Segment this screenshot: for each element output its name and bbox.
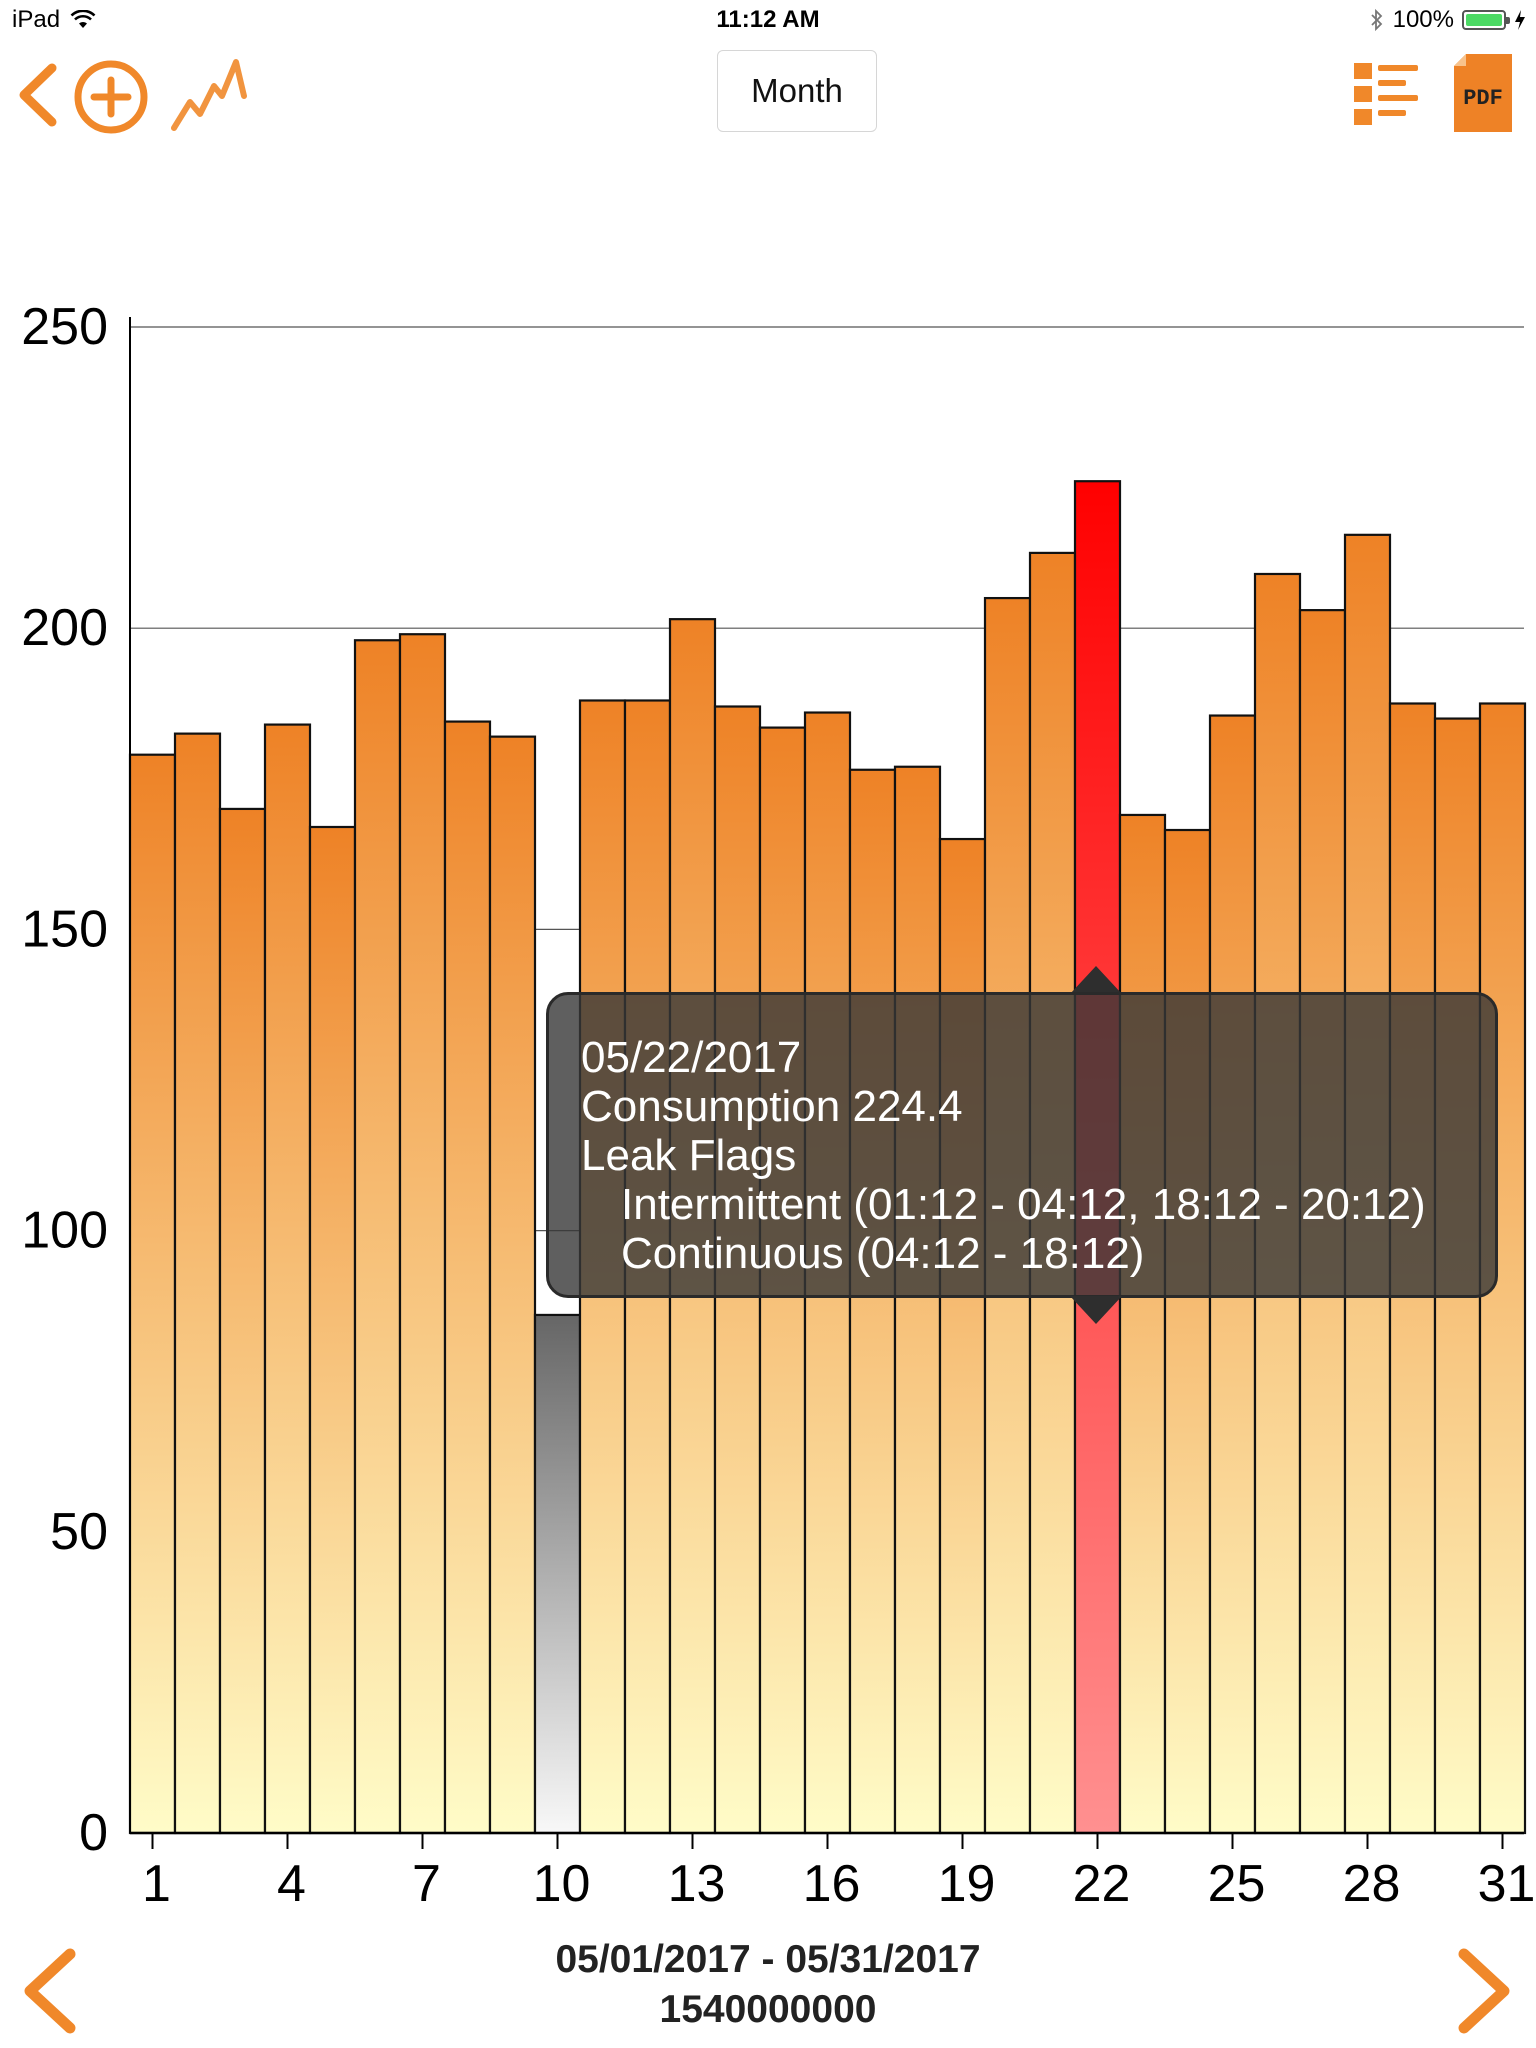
device-name: iPad <box>12 6 61 33</box>
tooltip-consumption: Consumption 224.4 <box>581 1082 963 1131</box>
bar-day-24[interactable] <box>1163 828 1212 1835</box>
list-button[interactable] <box>1350 58 1422 133</box>
bar-day-7[interactable] <box>398 633 447 1835</box>
bar-day-6[interactable] <box>353 639 402 1835</box>
y-tick-label: 50 <box>50 1503 108 1561</box>
list-icon <box>1354 63 1418 125</box>
x-tick-label: 4 <box>277 1855 306 1913</box>
previous-period-button[interactable] <box>20 1946 80 2039</box>
bar-day-2[interactable] <box>173 732 222 1835</box>
chevron-left-icon <box>24 1948 76 2034</box>
toolbar: Month PDF <box>0 40 1536 150</box>
bar-day-18[interactable] <box>893 765 942 1835</box>
x-tick-label: 19 <box>938 1855 996 1913</box>
pdf-icon: PDF <box>1454 54 1512 132</box>
add-button[interactable] <box>72 58 150 139</box>
back-button[interactable] <box>14 60 60 133</box>
bar-day-19[interactable] <box>938 837 987 1835</box>
y-tick-label: 150 <box>21 900 108 958</box>
battery-level <box>1466 14 1502 26</box>
next-period-button[interactable] <box>1454 1946 1514 2039</box>
x-tick-label: 16 <box>803 1855 861 1913</box>
status-right: 100% <box>1369 6 1526 34</box>
y-tick-label: 200 <box>21 599 108 657</box>
tooltip-date: 05/22/2017 <box>581 1033 802 1082</box>
bar-day-9[interactable] <box>488 735 537 1835</box>
tooltip-arrow-up <box>1070 966 1122 994</box>
status-time: 11:12 AM <box>716 6 820 33</box>
chevron-right-icon <box>1458 1948 1510 2034</box>
status-bar: iPad 11:12 AM 100% <box>0 0 1536 40</box>
bluetooth-icon <box>1370 8 1382 32</box>
bar-day-17[interactable] <box>848 768 897 1835</box>
period-selector[interactable]: Month <box>717 50 877 132</box>
charging-icon <box>1515 10 1525 30</box>
bar-day-4[interactable] <box>263 723 312 1835</box>
tooltip-leak-title: Leak Flags <box>581 1131 797 1180</box>
date-range: 05/01/2017 - 05/31/2017 <box>555 1938 981 1981</box>
y-tick-label: 250 <box>21 298 108 356</box>
account-number: 1540000000 <box>659 1988 877 2031</box>
bar-day-23[interactable] <box>1118 813 1167 1835</box>
bar-day-3[interactable] <box>218 807 267 1835</box>
x-tick-label: 25 <box>1208 1855 1266 1913</box>
tooltip-intermittent: Intermittent (01:12 - 04:12, 18:12 - 20:… <box>621 1180 1426 1229</box>
x-tick-label: 28 <box>1343 1855 1401 1913</box>
x-tick-label: 7 <box>412 1855 441 1913</box>
bar-tooltip: 05/22/2017 Consumption 224.4 Leak Flags … <box>546 992 1498 1298</box>
x-tick-label: 31 <box>1478 1855 1536 1913</box>
battery-icon <box>1462 10 1510 30</box>
bar-day-5[interactable] <box>308 825 357 1835</box>
pdf-button[interactable]: PDF <box>1452 52 1514 137</box>
tooltip-arrow-down <box>1070 1296 1122 1324</box>
status-left: iPad <box>12 6 96 34</box>
y-tick-label: 0 <box>79 1804 108 1862</box>
tooltip-continuous: Continuous (04:12 - 18:12) <box>621 1229 1145 1278</box>
x-tick-label: 13 <box>668 1855 726 1913</box>
x-tick-label: 22 <box>1073 1855 1131 1913</box>
x-tick-label: 1 <box>142 1855 171 1913</box>
graph-button[interactable] <box>170 56 248 139</box>
plus-circle-icon <box>74 60 148 134</box>
footer: 05/01/2017 - 05/31/2017 1540000000 <box>0 1936 1536 2048</box>
x-tick-label: 10 <box>533 1855 591 1913</box>
bar-day-8[interactable] <box>443 720 492 1835</box>
bar-day-1[interactable] <box>128 753 177 1835</box>
wifi-icon <box>70 10 96 28</box>
line-graph-icon <box>171 59 247 131</box>
chevron-left-icon <box>19 63 57 127</box>
battery-percent: 100% <box>1392 6 1454 33</box>
pdf-label: PDF <box>1463 86 1503 111</box>
bar-day-10[interactable] <box>533 1313 582 1835</box>
y-tick-label: 100 <box>21 1202 108 1260</box>
